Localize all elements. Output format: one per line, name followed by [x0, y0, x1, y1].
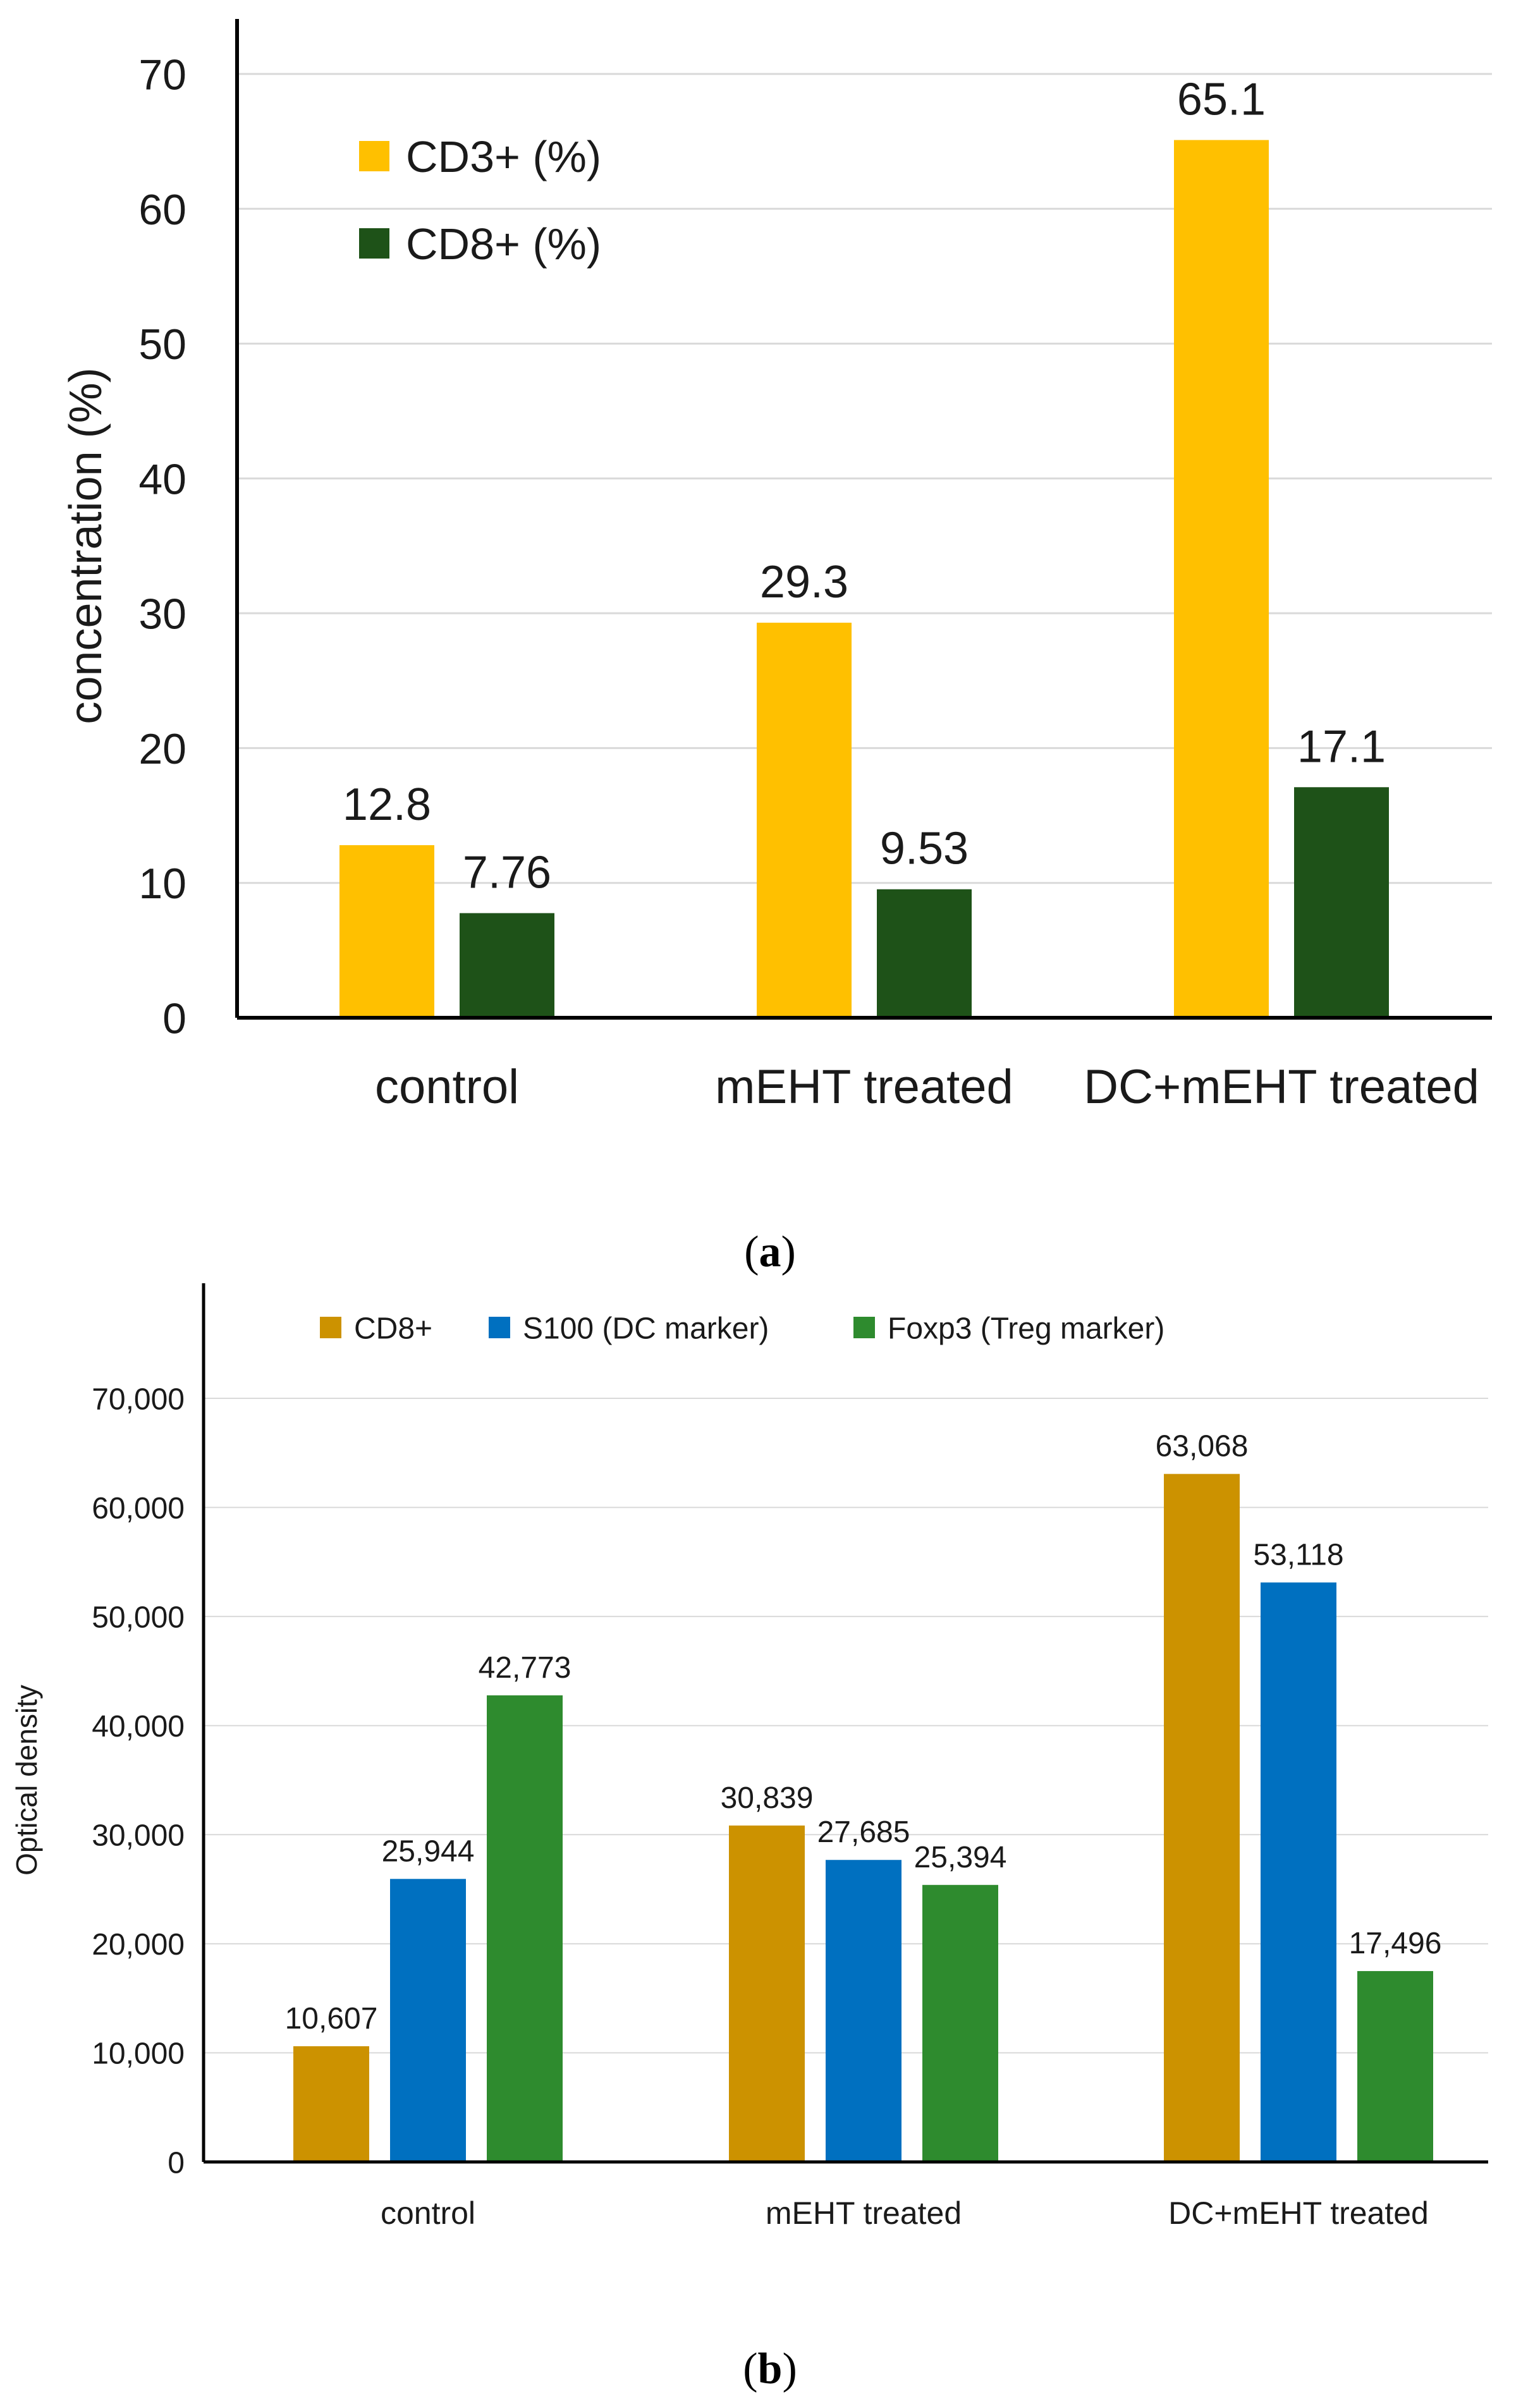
legend-label: CD8+ (%): [406, 219, 601, 269]
y-tick-label: 10,000: [92, 2037, 185, 2071]
data-label: 63,068: [1156, 1430, 1249, 1463]
y-tick-label: 20,000: [92, 1928, 185, 1962]
y-tick-label: 30: [138, 590, 186, 638]
y-tick-label: 10: [138, 860, 186, 908]
legend-swatch: [320, 1317, 341, 1338]
bar: [757, 623, 852, 1018]
x-tick-label: control: [381, 2195, 475, 2231]
data-label: 25,394: [914, 1841, 1007, 1874]
legend-swatch: [359, 141, 389, 171]
y-axis-title: Optical density: [10, 1685, 43, 1876]
y-tick-label: 0: [168, 2146, 185, 2180]
data-label: 17,496: [1349, 1927, 1442, 1960]
y-tick-label: 70,000: [92, 1383, 185, 1416]
x-tick-label: DC+mEHT treated: [1084, 1060, 1479, 1114]
legend-swatch: [489, 1317, 510, 1338]
y-tick-label: 0: [162, 994, 186, 1042]
y-tick-label: 20: [138, 725, 186, 773]
x-tick-label: DC+mEHT treated: [1168, 2195, 1429, 2231]
y-tick-label: 50,000: [92, 1601, 185, 1634]
y-tick-label: 50: [138, 320, 186, 369]
y-tick-label: 60: [138, 186, 186, 234]
data-label: 7.76: [463, 847, 551, 898]
y-tick-label: 40,000: [92, 1710, 185, 1743]
legend-label: CD3+ (%): [406, 132, 601, 181]
data-label: 25,944: [382, 1834, 475, 1868]
x-tick-label: mEHT treated: [715, 1060, 1013, 1114]
data-label: 29.3: [760, 557, 848, 607]
x-tick-label: control: [375, 1060, 519, 1114]
legend-label: Foxp3 (Treg marker): [888, 1312, 1164, 1345]
data-label: 30,839: [721, 1781, 814, 1815]
legend-swatch: [853, 1317, 875, 1338]
bar: [877, 889, 972, 1018]
caption-a: (a): [744, 1228, 796, 1276]
bar: [460, 913, 554, 1018]
y-tick-label: 70: [138, 51, 186, 99]
bar: [1261, 1582, 1336, 2162]
data-label: 10,607: [285, 2002, 378, 2036]
data-label: 65.1: [1177, 75, 1266, 125]
legend-label: S100 (DC marker): [523, 1312, 769, 1345]
bar: [1164, 1474, 1240, 2162]
caption-b: (b): [743, 2345, 797, 2393]
bar: [1357, 1971, 1433, 2162]
data-label: 27,685: [817, 1816, 910, 1849]
chart-a: 0 10 20 30 40 50 60 70 concentration (%) 12.8 7.76…: [61, 19, 1492, 1114]
bar: [390, 1879, 466, 2162]
y-tick-label: 60,000: [92, 1492, 185, 1525]
x-tick-label: mEHT treated: [766, 2195, 962, 2231]
bar: [339, 845, 434, 1018]
y-tick-label: 30,000: [92, 1819, 185, 1853]
y-axis-title: concentration (%): [61, 367, 111, 724]
bar: [1294, 787, 1389, 1018]
y-tick-label: 40: [138, 455, 186, 503]
legend-label: CD8+: [354, 1312, 432, 1345]
data-label: 12.8: [343, 779, 431, 830]
data-label: 17.1: [1297, 721, 1386, 772]
bar: [826, 1860, 901, 2162]
legend-swatch: [359, 228, 389, 259]
bar: [1174, 140, 1269, 1018]
bar: [922, 1884, 998, 2162]
bar: [293, 2046, 369, 2162]
data-label: 42,773: [479, 1651, 571, 1685]
bar: [487, 1695, 563, 2162]
chart-b: 0 10,000 20,000 30,000 40,000 50,000 60,000 70,…: [10, 1283, 1488, 2231]
data-label: 53,118: [1253, 1538, 1343, 1572]
bar: [729, 1825, 805, 2162]
data-label: 9.53: [880, 824, 969, 874]
